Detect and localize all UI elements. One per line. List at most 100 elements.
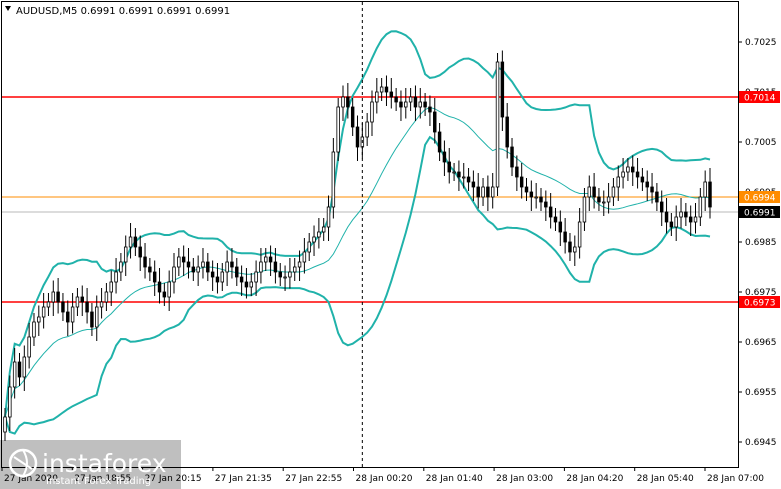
candle-body — [61, 301, 65, 313]
candle-body — [423, 101, 427, 108]
candle-body — [486, 186, 490, 198]
level-lines — [2, 96, 738, 303]
candle-body — [230, 261, 234, 268]
price-tag-0.7014-bg — [739, 91, 780, 103]
time-axis: 27 Jan 2020 27 Jan 18:55 27 Jan 20:15 27 Ja… — [1, 467, 764, 484]
candle-body — [206, 261, 210, 273]
candle-body — [466, 176, 471, 183]
candle-body — [128, 236, 133, 248]
candle-body — [138, 246, 142, 258]
candle-body — [148, 266, 152, 273]
candle-body — [162, 291, 167, 298]
candle-body — [553, 216, 558, 223]
candle-body — [693, 216, 698, 223]
time-tick-label: 28 Jan 00:20 — [356, 474, 413, 484]
candle-body — [645, 181, 649, 188]
candle-body — [336, 106, 340, 153]
candle-body — [307, 241, 311, 253]
time-tick-label: 27 Jan 18:55 — [74, 474, 131, 484]
candle-body — [544, 201, 548, 208]
symbol-arrow-icon — [5, 6, 11, 11]
candle-body — [85, 301, 89, 313]
candle-body — [384, 86, 389, 93]
candle-body — [490, 186, 495, 198]
watermark-tagline: Instant Forex Trading — [46, 476, 151, 487]
candle-body — [399, 101, 403, 108]
candle-body — [46, 301, 51, 308]
candle-body — [268, 256, 273, 263]
instaforex-logo-icon — [8, 448, 38, 478]
candle-body — [283, 276, 287, 279]
candle-body — [379, 86, 384, 93]
candle-body — [592, 186, 596, 198]
candle-body — [201, 261, 205, 268]
candle-body — [582, 196, 587, 223]
price-tick-label: 0.6985 — [745, 238, 777, 248]
candle-body — [529, 191, 534, 198]
candle-body — [471, 181, 476, 188]
candle-body — [394, 96, 398, 103]
price-tick-label: 0.6965 — [745, 338, 777, 348]
candle-body — [341, 96, 345, 108]
candle-body — [606, 196, 611, 203]
price-tag-0.6973-bg — [739, 296, 780, 308]
candle-body — [167, 281, 171, 298]
candle-body — [157, 281, 162, 293]
price-tick-label: 0.7005 — [745, 138, 777, 148]
candle-body — [519, 176, 524, 188]
candle-body — [457, 171, 461, 178]
candle-body — [312, 236, 316, 243]
candle-body — [317, 231, 321, 238]
candle-body — [51, 291, 56, 303]
candle-body — [365, 121, 369, 138]
candle-body — [447, 161, 451, 173]
watermark: instaforex Instant Forex Trading — [0, 440, 181, 489]
time-tick-label: 27 Jan 20:15 — [145, 474, 202, 484]
candle-body — [631, 166, 635, 173]
time-tick-label: 28 Jan 07:00 — [707, 474, 764, 484]
price-tag-0.6994-bg — [739, 191, 780, 203]
candle-body — [41, 306, 46, 318]
price-tag-0.6973-label: 0.6973 — [744, 299, 776, 309]
candle-body — [235, 266, 239, 278]
candle-body — [109, 281, 113, 293]
time-tick-label: 28 Jan 05:40 — [637, 474, 694, 484]
candle-body — [650, 186, 654, 193]
candle-body — [515, 166, 519, 178]
candle-body — [90, 311, 94, 328]
candle-body — [611, 186, 616, 198]
candle-body — [698, 196, 703, 218]
candle-body — [437, 131, 442, 153]
candle-body — [500, 61, 505, 118]
candle-body — [462, 176, 466, 179]
candle-body — [404, 101, 408, 108]
candle-body — [568, 241, 572, 253]
candle-body — [602, 201, 606, 204]
candle-body — [626, 166, 630, 173]
candle-body — [104, 291, 109, 303]
candle-body — [597, 196, 601, 203]
candle-body — [674, 216, 678, 228]
candle-body — [288, 271, 292, 278]
candle-body — [563, 231, 567, 243]
candle-body — [679, 211, 683, 218]
candle-body — [510, 146, 514, 168]
candle-body — [505, 116, 509, 148]
candle-body — [292, 266, 297, 273]
candle-body — [534, 196, 538, 199]
candle-body — [196, 266, 200, 273]
candle-body — [152, 271, 157, 283]
candle-body — [143, 256, 147, 268]
candle-body — [655, 191, 659, 203]
price-tick-label: 0.7025 — [745, 38, 777, 48]
watermark-brand: instaforex — [42, 449, 167, 478]
candle-body — [75, 296, 80, 308]
candle-body — [684, 211, 688, 218]
candle-body — [621, 171, 625, 178]
candle-body — [495, 61, 500, 188]
candle-body — [27, 336, 31, 358]
price-tag-0.6994-label: 0.6994 — [744, 194, 776, 204]
candle-body — [249, 281, 253, 288]
bollinger-bands — [4, 30, 711, 435]
candle-body — [433, 111, 437, 133]
